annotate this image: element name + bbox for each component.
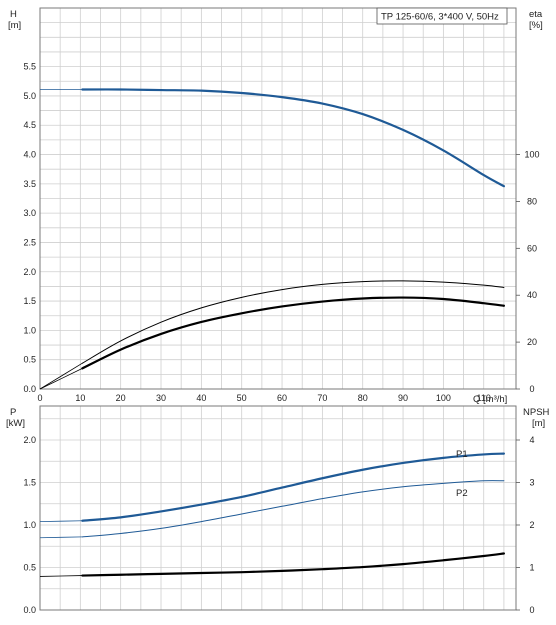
top-left-tick-label: 3.0 (23, 208, 36, 218)
npsh-axis-unit: [m] (532, 418, 545, 429)
bottom-left-tick-label: 0.0 (23, 605, 36, 615)
top-curves (39, 88, 505, 390)
bottom-left-tick-label: 2.0 (23, 435, 36, 445)
npsh-axis-label: NPSH (523, 407, 550, 418)
bottom-right-tick-label: 2 (529, 520, 534, 530)
bottom-right-tick-label: 3 (529, 478, 534, 488)
top-series-0-curve (81, 88, 505, 188)
efficiency-axis-ticks: 0 20 40 60 80 100 (516, 150, 540, 394)
power-npsh-panel: 0.0 0.5 1.0 1.5 2.0 0 1 2 3 4 P [kW] NPSH [m] P1… (6, 405, 550, 615)
head-efficiency-panel: 0.0 0.5 1.0 1.5 2.0 2.5 3.0 3.5 4.0 4.5 5.0 5.5 0 20… (8, 7, 543, 405)
top-left-tick-label: 5.5 (23, 62, 36, 72)
npsh-axis-ticks: 0 1 2 3 4 (516, 435, 535, 615)
head-axis-ticks: 0.0 0.5 1.0 1.5 2.0 2.5 3.0 3.5 4.0 4.5 5.0 5.5 (23, 62, 36, 394)
top-right-tick-label: 60 (527, 243, 537, 253)
top-series-2-curve (81, 296, 505, 370)
power-axis-ticks: 0.0 0.5 1.0 1.5 2.0 (23, 435, 36, 615)
top-series-2-extension (39, 368, 83, 390)
bottom-plot-frame (39, 405, 517, 611)
bottom-curves (39, 452, 505, 577)
flow-tick-label: 20 (116, 393, 126, 403)
bottom-left-tick-label: 0.5 (23, 563, 36, 573)
flow-tick-label: 110 (477, 393, 491, 403)
top-left-tick-label: 1.0 (23, 325, 36, 335)
flow-tick-label: 90 (398, 393, 408, 403)
top-right-tick-label: 80 (527, 196, 537, 206)
bottom-right-tick-label: 0 (529, 605, 534, 615)
top-right-tick-label: 0 (529, 384, 534, 394)
bottom-right-tick-label: 1 (529, 563, 534, 573)
top-left-tick-label: 3.5 (23, 179, 36, 189)
bottom-series-0-extension (39, 520, 83, 522)
top-left-tick-label: 2.0 (23, 267, 36, 277)
bottom-series-1-extension (39, 536, 83, 539)
flow-tick-label: 100 (436, 393, 451, 403)
flow-tick-label: 80 (358, 393, 368, 403)
bottom-left-tick-label: 1.5 (23, 478, 36, 488)
top-right-tick-label: 100 (524, 150, 539, 160)
efficiency-axis-label: eta (529, 9, 543, 20)
top-right-tick-label: 20 (527, 337, 537, 347)
flow-tick-label: 30 (156, 393, 166, 403)
bottom-right-tick-label: 4 (529, 435, 534, 445)
flow-tick-label: 60 (277, 393, 287, 403)
bottom-left-tick-label: 1.0 (23, 520, 36, 530)
flow-axis-label: Q [m³/h] (473, 394, 507, 405)
flow-tick-label: 70 (317, 393, 327, 403)
flow-tick-label: 0 (37, 393, 42, 403)
bottom-series-2-curve (81, 552, 505, 577)
pump-title: TP 125-60/6, 3*400 V, 50Hz (381, 12, 499, 23)
top-plot-frame (39, 7, 517, 390)
top-grid (40, 8, 516, 389)
flow-tick-label: 40 (196, 393, 206, 403)
head-axis-label: H (10, 9, 17, 20)
power-axis-unit: [kW] (6, 418, 25, 429)
top-right-tick-label: 40 (527, 290, 537, 300)
top-left-tick-label: 0.0 (23, 384, 36, 394)
bottom-series-2-extension (39, 575, 83, 577)
top-left-tick-label: 4.0 (23, 150, 36, 160)
top-left-tick-label: 1.5 (23, 296, 36, 306)
top-left-tick-label: 0.5 (23, 355, 36, 365)
efficiency-axis-unit: [%] (529, 20, 543, 31)
head-axis-unit: [m] (8, 20, 21, 31)
top-left-tick-label: 2.5 (23, 237, 36, 247)
p2-series-label: P2 (456, 488, 468, 499)
top-left-tick-label: 4.5 (23, 120, 36, 130)
bottom-grid (40, 406, 516, 610)
power-axis-label: P (10, 407, 16, 418)
bottom-series-0-curve (81, 452, 505, 522)
top-series-1-curve (81, 280, 505, 364)
bottom-series-1-curve (81, 480, 505, 538)
top-left-tick-label: 5.0 (23, 91, 36, 101)
p1-series-label: P1 (456, 449, 468, 460)
pump-title-box (376, 7, 508, 25)
flow-tick-label: 10 (75, 393, 85, 403)
flow-axis-ticks: 0 10 20 30 40 50 60 70 80 90 100 110 (37, 393, 490, 403)
flow-tick-label: 50 (237, 393, 247, 403)
